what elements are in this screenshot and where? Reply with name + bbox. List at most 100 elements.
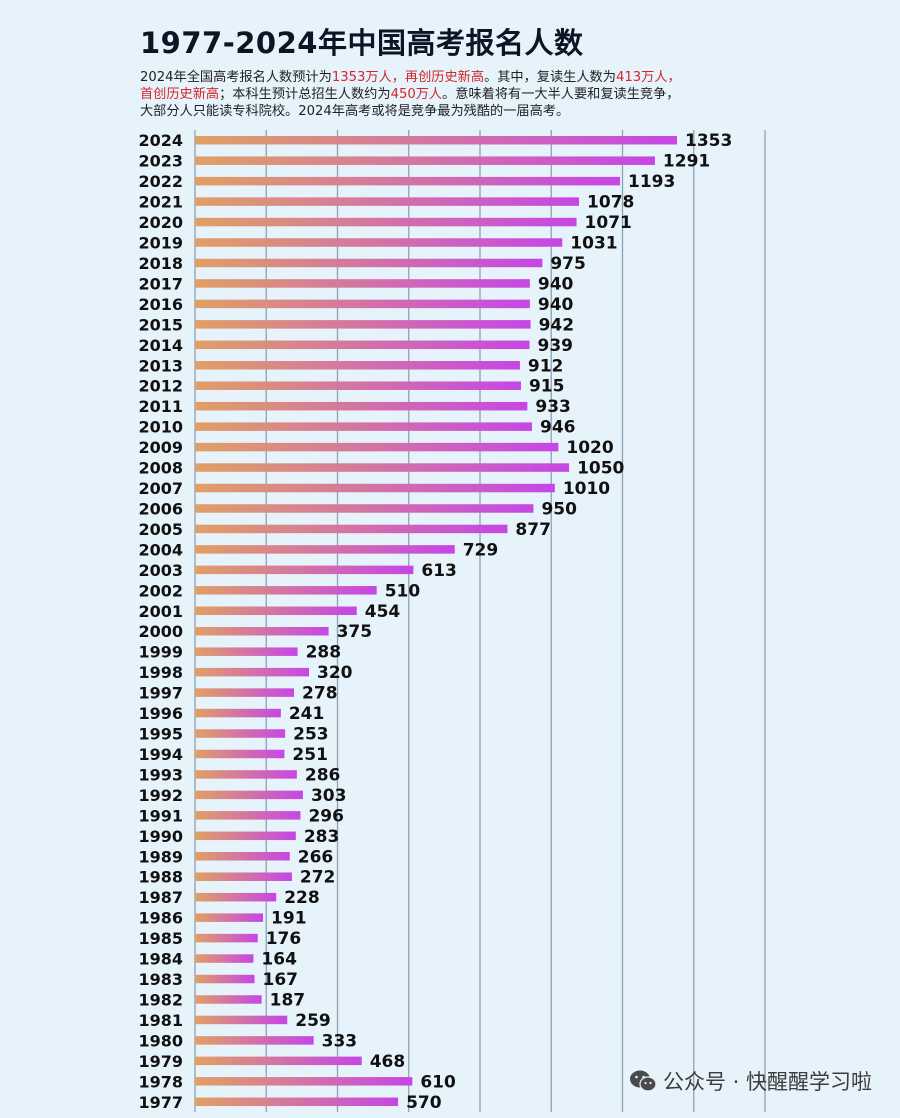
value-label: 729 <box>463 540 499 560</box>
year-label: 2019 <box>138 234 183 253</box>
subtitle-segment: 1353万人，再创历史新高 <box>331 70 485 85</box>
bar <box>195 401 528 411</box>
year-label: 2010 <box>138 418 183 437</box>
year-label: 1995 <box>138 725 183 744</box>
value-label: 191 <box>271 909 307 929</box>
bar <box>195 1077 413 1086</box>
value-label: 942 <box>539 315 575 335</box>
value-label: 288 <box>306 643 342 663</box>
value-label: 296 <box>308 806 344 826</box>
value-label: 468 <box>370 1052 406 1072</box>
value-label: 877 <box>515 520 551 540</box>
bar <box>195 135 678 145</box>
value-label: 266 <box>298 847 334 867</box>
value-label: 1071 <box>585 213 632 233</box>
year-label: 2000 <box>138 622 183 641</box>
year-label: 2004 <box>138 540 183 559</box>
year-label: 2021 <box>138 193 183 212</box>
bar <box>195 1015 288 1025</box>
year-label: 2017 <box>138 274 183 293</box>
year-label: 2009 <box>138 438 183 457</box>
bar <box>195 667 309 677</box>
watermark-text: 公众号 · 快醒醒学习啦 <box>662 1070 872 1094</box>
bar <box>195 688 295 697</box>
bar <box>195 647 298 656</box>
value-label: 251 <box>292 745 328 765</box>
value-label: 375 <box>337 622 373 642</box>
year-label: 1984 <box>138 950 183 969</box>
bar <box>195 524 508 534</box>
bar <box>195 790 303 800</box>
year-label: 2003 <box>138 561 183 580</box>
bar <box>195 626 329 636</box>
value-label: 510 <box>385 581 421 601</box>
bar <box>195 463 570 472</box>
bar <box>195 913 264 922</box>
value-label: 1020 <box>566 438 613 458</box>
chart-subtitle: 2024年全国高考报名人数预计为1353万人，再创历史新高。其中，复读生人数为4… <box>140 69 790 120</box>
subtitle-line-1: 2024年全国高考报名人数预计为1353万人，再创历史新高。其中，复读生人数为4… <box>140 69 790 86</box>
value-label: 1050 <box>577 459 624 479</box>
value-label: 940 <box>538 295 574 315</box>
bar <box>195 217 577 227</box>
bar <box>195 770 297 779</box>
year-label: 2016 <box>138 295 183 314</box>
wechat-icon <box>629 1070 657 1092</box>
bar <box>195 545 455 554</box>
subtitle-segment: 首创历史新高 <box>140 87 220 102</box>
bar <box>195 872 292 881</box>
subtitle-line-2: 首创历史新高；本科生预计总招生人数约为450万人。意味着将有一大半人要和复读生竞… <box>140 86 790 103</box>
subtitle-segment: 450万人 <box>390 87 443 102</box>
bar <box>195 279 530 288</box>
year-label: 2014 <box>138 336 183 355</box>
subtitle-segment: 。意味着将有一大半人要和复读生竞争， <box>442 87 680 102</box>
value-label: 228 <box>284 888 320 908</box>
bar <box>195 156 655 165</box>
value-label: 940 <box>538 274 574 294</box>
year-label: 1983 <box>138 970 183 989</box>
bar <box>195 852 290 861</box>
bar <box>195 892 277 902</box>
value-label: 1193 <box>628 172 675 192</box>
year-label: 1987 <box>138 888 183 907</box>
watermark: 公众号 · 快醒醒学习啦 <box>629 1066 872 1096</box>
value-label: 176 <box>266 929 302 949</box>
year-label: 1999 <box>138 643 183 662</box>
value-label: 164 <box>261 950 297 970</box>
year-label: 2002 <box>138 581 183 600</box>
bar <box>195 504 534 513</box>
value-label: 303 <box>311 786 347 806</box>
bar <box>195 422 533 431</box>
year-label: 2013 <box>138 356 183 375</box>
value-label: 320 <box>317 663 353 683</box>
year-label: 1985 <box>138 929 183 948</box>
value-label: 278 <box>302 684 338 704</box>
value-label: 241 <box>289 704 325 724</box>
year-label: 2011 <box>138 397 183 416</box>
bar <box>195 340 530 350</box>
bar <box>195 381 521 390</box>
subtitle-line-3: 大部分人只能读专科院校。2024年高考或将是竞争最为残酷的一届高考。 <box>140 103 790 120</box>
value-label: 946 <box>540 418 576 438</box>
chart-gridlines <box>194 130 766 1112</box>
subtitle-segment: 2024年全国高考报名人数预计为 <box>140 70 332 85</box>
year-label: 1992 <box>138 786 183 805</box>
bar <box>195 749 285 759</box>
value-label: 1353 <box>685 131 732 151</box>
year-label: 2006 <box>138 499 183 518</box>
bar <box>195 320 531 329</box>
bar <box>195 729 286 738</box>
value-label: 286 <box>305 765 341 785</box>
year-label: 1998 <box>138 663 183 682</box>
value-label: 915 <box>529 377 565 397</box>
year-label: 1996 <box>138 704 183 723</box>
year-label: 2024 <box>138 131 183 150</box>
value-label: 939 <box>538 336 574 356</box>
year-label: 2008 <box>138 459 183 478</box>
bar <box>195 708 281 718</box>
bar <box>195 299 530 309</box>
bar <box>195 238 563 247</box>
year-label: 2005 <box>138 520 183 539</box>
year-label: 2018 <box>138 254 183 273</box>
value-label: 259 <box>295 1011 331 1031</box>
